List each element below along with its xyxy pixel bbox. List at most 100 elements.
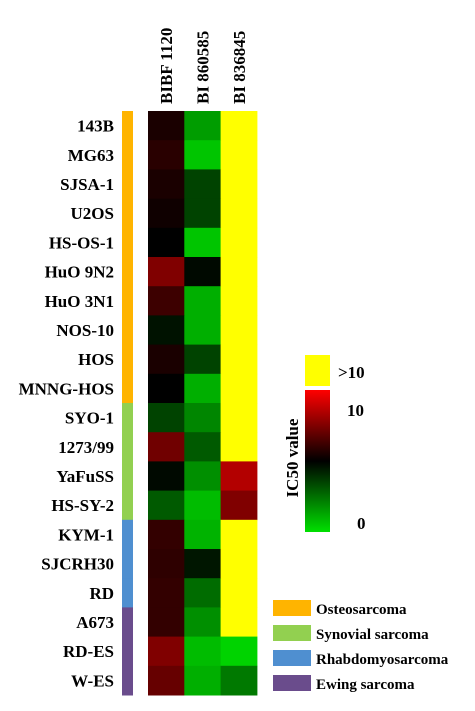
heatmap-cell [184,461,222,492]
row-label: KYM-1 [58,525,114,544]
heatmap-cell [184,432,222,462]
heatmap-cell [220,607,258,638]
heatmap-cell [184,549,222,579]
legend-label: Synovial sarcoma [316,627,429,643]
row-label: HuO 3N1 [45,292,114,311]
heatmap-cell [148,169,185,200]
heatmap-cell [148,257,185,287]
row-label: HOS [78,350,114,369]
heatmap-cell [148,519,185,550]
group-bar-segment [122,519,133,550]
group-bar-segment [122,607,133,638]
group-bar-segment [122,169,133,200]
row-label: SJSA-1 [60,175,114,194]
group-bar-segment [122,227,133,258]
group-bar-segment [122,578,133,608]
row-label: HS-SY-2 [51,496,114,515]
heatmap-cell [184,198,222,229]
heatmap-cell [184,607,222,638]
scale-min-label: 0 [357,514,366,533]
column-label: BI 836845 [230,31,249,104]
heatmap-cell [220,140,258,170]
heatmap-cell [148,315,185,346]
group-bar-segment [122,111,133,141]
row-label: SYO-1 [65,409,114,428]
legend-swatch [273,625,311,641]
heatmap-cell [220,636,258,667]
heatmap-cell [220,549,258,579]
heatmap-cell [148,432,185,462]
column-label: BIBF 1120 [157,28,176,104]
group-bar-segment [122,665,133,696]
heatmap-cell [148,373,185,404]
group-bar-segment [122,373,133,404]
heatmap-cell [148,578,185,608]
heatmap-cell [184,373,222,404]
column-label: BI 860585 [193,31,212,104]
heatmap-cell [184,665,222,696]
group-bar-segment [122,257,133,287]
heatmap-cell [184,403,222,433]
row-label: 143B [77,117,114,136]
heatmap-cell [148,461,185,492]
heatmap-cell [184,111,222,141]
row-label: MG63 [68,146,114,165]
heatmap-cell [220,169,258,200]
heatmap-cell [148,111,185,141]
heatmap-cell [148,490,185,521]
legend-swatch [273,650,311,666]
legend-label: Ewing sarcoma [316,677,415,693]
heatmap-cell [220,373,258,404]
row-label: A673 [76,613,114,632]
heatmap-cell [148,403,185,433]
heatmap-cell [220,111,258,141]
heatmap-cell [148,636,185,667]
row-label: MNNG-HOS [19,379,114,398]
heatmap-cell [184,315,222,346]
group-bar-segment [122,198,133,229]
heatmap-cell [184,519,222,550]
heatmap-cell [220,665,258,696]
group-bar-segment [122,432,133,462]
legend-swatch [273,600,311,616]
heatmap-cell [184,578,222,608]
heatmap-cell [220,286,258,316]
group-bar-segment [122,140,133,170]
row-labels: 143B MG63 SJSA-1 U2OS HS-OS-1 HuO 9N2 HuO 3N1 N… [19,117,114,691]
heatmap-cell [220,315,258,346]
scale-gradient-bar [305,390,330,532]
heatmap-cell [148,198,185,229]
group-bar-segment [122,549,133,579]
heatmap-cell [184,169,222,200]
row-label: NOS-10 [56,321,114,340]
heatmap-cell [148,344,185,375]
group-bar-segment [122,344,133,375]
heatmap-cell [220,490,258,521]
color-scale: >10 10 0 IC50 value [283,355,366,533]
heatmap-cell [220,519,258,550]
heatmap-cell [148,549,185,579]
heatmap-cell [148,140,185,170]
row-label: 1273/99 [58,438,114,457]
heatmap-cell [220,578,258,608]
row-label: W-ES [71,671,114,690]
row-label: RD-ES [63,642,114,661]
scale-max-label: 10 [347,401,364,420]
heatmap-cell [184,227,222,258]
scale-overflow-label: >10 [338,363,365,382]
group-bar-segment [122,636,133,667]
group-bar-segment [122,490,133,521]
heatmap-cell [184,286,222,316]
group-bar-segment [122,315,133,346]
row-label: U2OS [71,204,114,223]
group-legend: Osteosarcoma Synovial sarcoma Rhabdomyosar… [273,600,449,693]
heatmap-cell [184,490,222,521]
group-bar-segment [122,461,133,492]
heatmap-cell [220,403,258,433]
heatmap-cell [220,344,258,375]
heatmap-cell [184,257,222,287]
row-label: SJCRH30 [41,555,114,574]
heatmap-cells [148,111,258,696]
heatmap-cell [184,344,222,375]
